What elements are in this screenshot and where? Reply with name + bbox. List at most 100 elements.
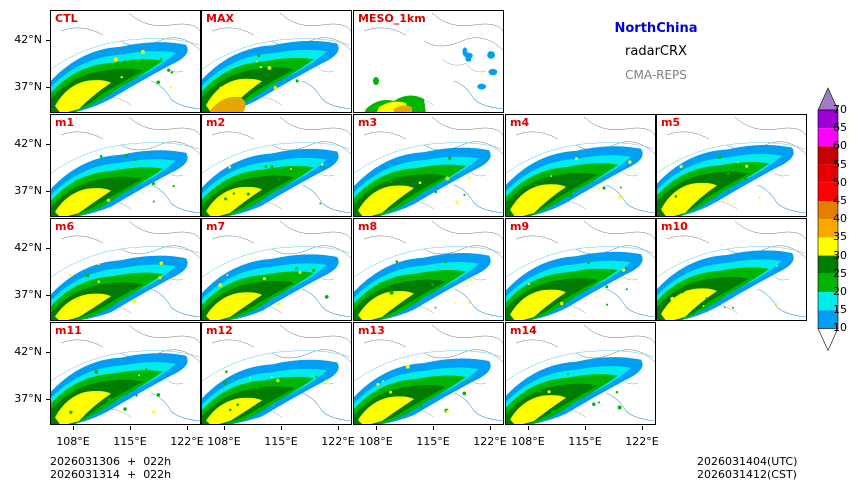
panel-label: m1 xyxy=(55,116,75,129)
latitude-tick xyxy=(46,352,50,353)
colorbar-level-label: 45 xyxy=(833,194,847,207)
panel-label: m11 xyxy=(55,324,82,337)
panel-label: MAX xyxy=(206,12,234,25)
longitude-label: 115°E xyxy=(113,435,147,448)
colorbar-extend-min xyxy=(817,328,839,352)
reflectivity-map xyxy=(354,220,503,320)
longitude-tick xyxy=(376,426,377,430)
panel-label: m5 xyxy=(661,116,681,129)
reflectivity-map xyxy=(363,12,503,112)
panel-label: m7 xyxy=(206,220,226,233)
colorbar-segment xyxy=(818,273,838,292)
map-panel-m2: m2 xyxy=(201,114,352,217)
map-panel-meso-1km: MESO_1km xyxy=(353,10,504,113)
init-time-cst: 2026031314 + 022h xyxy=(50,468,172,481)
colorbar-segment xyxy=(818,164,838,183)
colorbar-level-label: 15 xyxy=(833,303,847,317)
panel-label: m13 xyxy=(358,324,385,337)
longitude-label: 115°E xyxy=(416,435,450,448)
longitude-label: 122°E xyxy=(473,435,507,448)
reflectivity-map xyxy=(657,116,806,216)
valid-time-utc: 2026031404(UTC) xyxy=(697,455,798,468)
panel-label: m8 xyxy=(358,220,378,233)
latitude-label: 42°N xyxy=(14,241,42,254)
map-panel-m13: m13 xyxy=(353,322,504,425)
latitude-tick xyxy=(46,40,50,41)
latitude-label: 42°N xyxy=(14,33,42,46)
longitude-label: 122°E xyxy=(170,435,204,448)
longitude-tick xyxy=(281,426,282,430)
system-title: CMA-REPS xyxy=(625,68,687,82)
map-panel-m5: m5 xyxy=(656,114,807,217)
reflectivity-map xyxy=(354,324,503,424)
latitude-label: 37°N xyxy=(14,288,42,301)
map-panel-m10: m10 xyxy=(656,218,807,321)
latitude-label: 42°N xyxy=(14,345,42,358)
colorbar-level-label: 55 xyxy=(833,157,847,171)
longitude-tick xyxy=(187,426,188,430)
map-panel-m1: m1 xyxy=(50,114,201,217)
map-panel-m11: m11 xyxy=(50,322,201,425)
reflectivity-map xyxy=(202,12,351,112)
latitude-tick xyxy=(46,144,50,145)
panel-label: m4 xyxy=(510,116,530,129)
longitude-tick xyxy=(490,426,491,430)
colorbar-level-label: 60 xyxy=(833,139,847,153)
colorbar-segment xyxy=(818,146,838,165)
panel-label: m12 xyxy=(206,324,233,337)
init-time-utc: 2026031306 + 022h xyxy=(50,455,172,468)
longitude-tick xyxy=(73,426,74,430)
map-panel-m12: m12 xyxy=(201,322,352,425)
longitude-label: 122°E xyxy=(625,435,659,448)
colorbar-level-label: 10 xyxy=(833,321,847,335)
latitude-tick xyxy=(46,248,50,249)
longitude-label: 108°E xyxy=(207,435,241,448)
map-panel-max: MAX xyxy=(201,10,352,113)
longitude-label: 108°E xyxy=(511,435,545,448)
reflectivity-map xyxy=(51,220,200,320)
map-panel-m14: m14 xyxy=(505,322,656,425)
map-panel-m3: m3 xyxy=(353,114,504,217)
latitude-tick xyxy=(46,191,50,192)
map-panel-m8: m8 xyxy=(353,218,504,321)
colorbar-segment xyxy=(818,110,838,129)
variable-title: radarCRX xyxy=(625,44,687,59)
reflectivity-map xyxy=(657,220,806,320)
reflectivity-map xyxy=(354,116,503,216)
latitude-label: 42°N xyxy=(14,137,42,150)
colorbar-level-label: 50 xyxy=(833,175,847,189)
map-panel-m9: m9 xyxy=(505,218,656,321)
reflectivity-map xyxy=(51,324,200,424)
panel-label: m14 xyxy=(510,324,537,337)
reflectivity-map xyxy=(506,220,655,320)
longitude-tick xyxy=(585,426,586,430)
colorbar-level-label: 35 xyxy=(833,230,847,244)
colorbar-level-label: 40 xyxy=(833,212,847,226)
latitude-label: 37°N xyxy=(14,392,42,405)
reflectivity-map xyxy=(202,324,351,424)
map-panel-m7: m7 xyxy=(201,218,352,321)
latitude-label: 37°N xyxy=(14,80,42,93)
colorbar-segment xyxy=(818,255,838,274)
reflectivity-map xyxy=(506,116,655,216)
longitude-tick xyxy=(528,426,529,430)
colorbar-segment xyxy=(818,182,838,201)
colorbar-level-label: 65 xyxy=(833,121,847,135)
colorbar-segment xyxy=(818,310,838,329)
longitude-tick xyxy=(130,426,131,430)
map-panel-m4: m4 xyxy=(505,114,656,217)
colorbar-level-label: 70 xyxy=(833,103,847,116)
map-panel-m6: m6 xyxy=(50,218,201,321)
reflectivity-map xyxy=(202,220,351,320)
colorbar-level-label: 30 xyxy=(833,248,847,262)
latitude-label: 37°N xyxy=(14,184,42,197)
longitude-tick xyxy=(224,426,225,430)
reflectivity-map xyxy=(51,116,200,216)
map-panel-ctl: CTL xyxy=(50,10,201,113)
reflectivity-map xyxy=(51,12,200,112)
colorbar-level-label: 25 xyxy=(833,266,847,280)
panel-label: m2 xyxy=(206,116,226,129)
colorbar-segment xyxy=(818,292,838,311)
longitude-label: 108°E xyxy=(359,435,393,448)
reflectivity-map xyxy=(202,116,351,216)
